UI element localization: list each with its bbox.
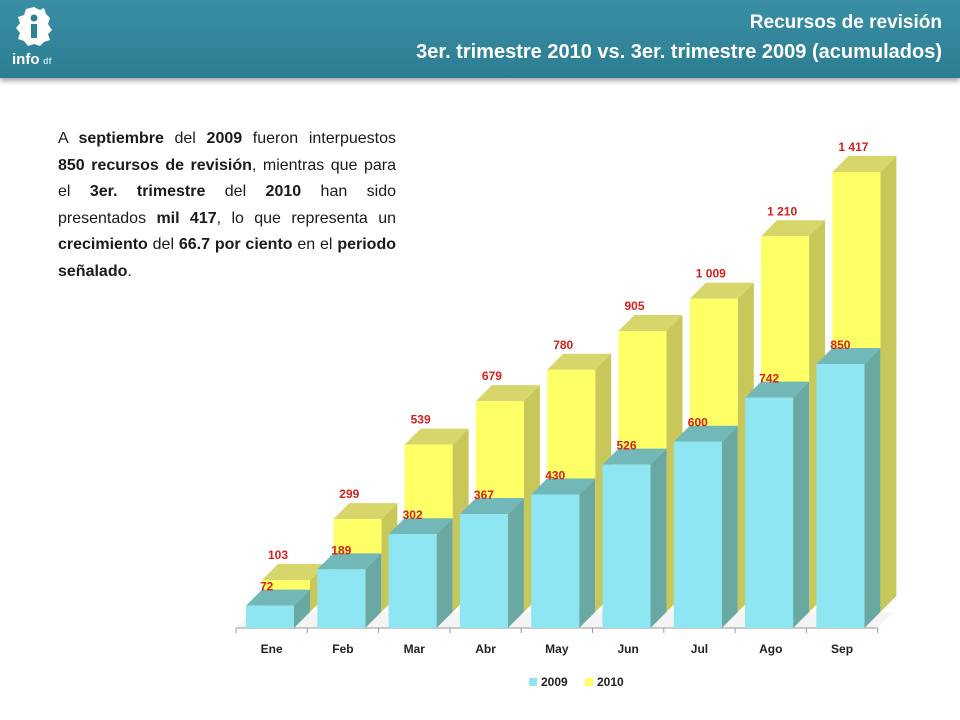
bar-2009-top — [531, 478, 596, 495]
data-label-2010: 679 — [482, 369, 502, 383]
data-label-2010: 299 — [339, 487, 359, 501]
bar-2009-top — [459, 498, 524, 515]
description-segment: crecimiento — [58, 236, 148, 253]
logo-suffix: df — [43, 56, 52, 66]
description-segment: , mientras que para el — [58, 156, 397, 201]
description-segment: fueron interpuestos — [242, 130, 397, 147]
bar-2009-top — [673, 425, 738, 442]
bar-2009-side — [365, 553, 382, 628]
description-segment: 2010 — [265, 183, 302, 200]
x-tick-label: Ene — [261, 642, 283, 656]
bar-2009-side — [650, 448, 667, 628]
bar-2010-top — [689, 282, 754, 299]
infodf-logo-icon: info df — [12, 7, 52, 68]
x-tick-label: May — [545, 642, 569, 656]
header-bar: info df Recursos de revisión 3er. trimes… — [0, 0, 960, 78]
data-label-2009: 430 — [545, 468, 565, 482]
bar-2009-side — [864, 348, 881, 628]
data-label-2009: 189 — [331, 543, 351, 557]
description-segment: mil 417 — [156, 209, 217, 227]
description-segment: periodo señalado — [58, 236, 396, 280]
bar-2009-top — [745, 381, 810, 398]
data-label-2009: 526 — [617, 439, 637, 453]
data-label-2010: 539 — [411, 413, 431, 427]
bar-2009-front — [246, 605, 294, 628]
bar-2009-side — [294, 589, 310, 628]
bar-2009-front — [673, 441, 722, 628]
description-segment: han sido presentados — [58, 183, 397, 227]
x-tick-label: Abr — [475, 642, 496, 656]
data-label-2009: 742 — [759, 372, 779, 386]
description-segment: en el — [292, 236, 338, 253]
bar-2010-top — [333, 503, 398, 520]
bar-2010-top — [404, 428, 469, 445]
legend-swatch-2009 — [529, 678, 537, 686]
description-segment: 3er. trimestre — [89, 183, 206, 200]
bar-2010-top — [547, 353, 612, 370]
bar-2009-front — [388, 534, 437, 628]
bar-2009-side — [436, 518, 453, 628]
x-tick-label: Sep — [831, 642, 853, 656]
legend-swatch-2010 — [585, 678, 593, 686]
bar-2009-top — [816, 348, 881, 365]
bar-2009-side — [507, 498, 524, 628]
bar-2009-front — [531, 494, 580, 628]
logo-text: info — [12, 51, 40, 68]
data-label-2009: 367 — [474, 488, 494, 502]
bar-2009-top — [317, 553, 382, 570]
data-label-2010: 1 417 — [838, 140, 868, 154]
bar-2009-front — [459, 514, 508, 628]
data-label-2010: 780 — [553, 338, 573, 352]
bar-2009-top — [602, 448, 667, 465]
data-label-2009: 72 — [260, 580, 274, 594]
data-label-2010: 103 — [268, 548, 288, 562]
legend-label-2010: 2010 — [597, 675, 624, 689]
data-label-2010: 905 — [625, 299, 645, 313]
data-label-2009: 850 — [830, 338, 850, 352]
description-segment: , lo que representa un — [216, 209, 396, 227]
description-text: A septiembre del 2009 fueron interpuesto… — [58, 126, 396, 285]
data-label-2010: 1 009 — [696, 267, 726, 281]
data-label-2009: 302 — [403, 508, 423, 522]
bar-2010-top — [832, 156, 897, 172]
bar-2010-top — [761, 220, 826, 237]
description-segment: 850 recursos de revisión — [58, 156, 252, 174]
bar-2009-side — [793, 381, 810, 628]
description-segment: del — [205, 183, 266, 200]
bar-2009-side — [721, 425, 738, 628]
bar-2009-front — [317, 569, 366, 628]
description-segment: septiembre — [78, 130, 164, 147]
bar-2009-side — [579, 478, 596, 628]
description-segment: 66.7 por ciento — [178, 236, 293, 253]
legend-label-2009: 2009 — [541, 675, 568, 689]
x-tick-label: Feb — [332, 642, 353, 656]
description-segment: del — [163, 130, 207, 147]
bar-2009-front — [602, 464, 651, 628]
bar-2010-top — [618, 314, 683, 331]
bar-2009-top — [246, 589, 310, 606]
page-subtitle: 3er. trimestre 2010 vs. 3er. trimestre 2… — [416, 41, 942, 63]
bar-2010-top — [475, 385, 540, 402]
description-segment: 2009 — [206, 130, 243, 147]
bar-2009-front — [816, 364, 865, 628]
x-tick-label: Jun — [617, 642, 638, 656]
x-tick-label: Jul — [691, 642, 708, 656]
data-label-2010: 1 210 — [767, 204, 797, 218]
page-title: Recursos de revisión — [749, 12, 942, 33]
x-tick-label: Ago — [759, 642, 782, 656]
x-tick-label: Mar — [404, 642, 426, 656]
bar-2010-top — [262, 564, 326, 581]
bar-2010-side — [880, 156, 897, 612]
description-segment: A — [58, 130, 79, 147]
data-label-2009: 600 — [688, 416, 708, 430]
bar-2009-top — [388, 518, 453, 535]
description-segment: . — [127, 262, 132, 280]
description-segment: del — [147, 236, 179, 253]
bar-2009-front — [745, 397, 794, 628]
